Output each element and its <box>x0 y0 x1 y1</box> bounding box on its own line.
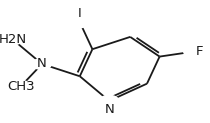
Circle shape <box>33 58 51 69</box>
Text: I: I <box>78 7 82 20</box>
Text: CH3: CH3 <box>7 80 35 93</box>
Circle shape <box>70 17 89 28</box>
Circle shape <box>100 95 119 106</box>
Circle shape <box>184 46 203 57</box>
Text: N: N <box>37 57 47 70</box>
Circle shape <box>12 81 30 92</box>
Text: H2N: H2N <box>0 33 27 46</box>
Text: N: N <box>104 103 114 116</box>
Text: F: F <box>195 45 203 58</box>
Circle shape <box>3 34 22 45</box>
